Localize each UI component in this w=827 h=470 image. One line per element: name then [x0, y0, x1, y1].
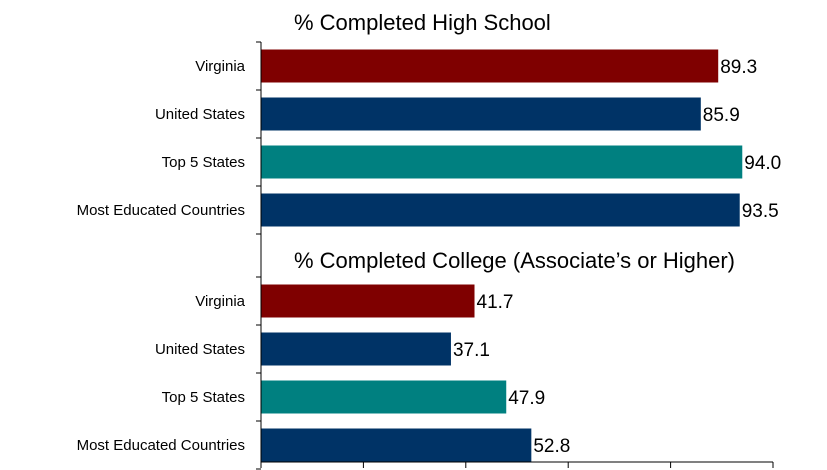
category-label-most-educated-countries: Most Educated Countries: [77, 437, 245, 454]
bar-united-states: [261, 332, 451, 366]
high-school-chart-title: % Completed High School: [294, 10, 551, 35]
bar-most-educated-countries: [261, 428, 532, 462]
category-label-virginia: Virginia: [195, 293, 245, 310]
category-label-united-states: United States: [155, 106, 245, 123]
value-label-virginia: 41.7: [477, 292, 514, 313]
value-label-most-educated-countries: 93.5: [742, 201, 779, 222]
bar-most-educated-countries: [261, 193, 740, 227]
value-label-united-states: 37.1: [453, 340, 490, 361]
category-label-most-educated-countries: Most Educated Countries: [77, 202, 245, 219]
category-label-virginia: Virginia: [195, 58, 245, 75]
high-school-panel: % Completed High School Virginia 89.3 Unit…: [77, 10, 781, 235]
bar-virginia: [261, 284, 475, 318]
value-label-united-states: 85.9: [703, 105, 740, 126]
bar-top-5-states: [261, 380, 507, 414]
category-label-united-states: United States: [155, 341, 245, 358]
bar-united-states: [261, 97, 701, 131]
college-panel: % Completed College (Associate’s or High…: [77, 248, 735, 470]
category-label-top-5-states: Top 5 States: [162, 154, 245, 171]
value-label-top-5-states: 94.0: [744, 153, 781, 174]
bar-top-5-states: [261, 145, 743, 179]
bar-virginia: [261, 49, 719, 83]
college-chart-title: % Completed College (Associate’s or High…: [294, 248, 735, 273]
value-label-virginia: 89.3: [720, 57, 757, 78]
value-label-top-5-states: 47.9: [508, 388, 545, 409]
category-label-top-5-states: Top 5 States: [162, 389, 245, 406]
value-label-most-educated-countries: 52.8: [533, 436, 570, 457]
